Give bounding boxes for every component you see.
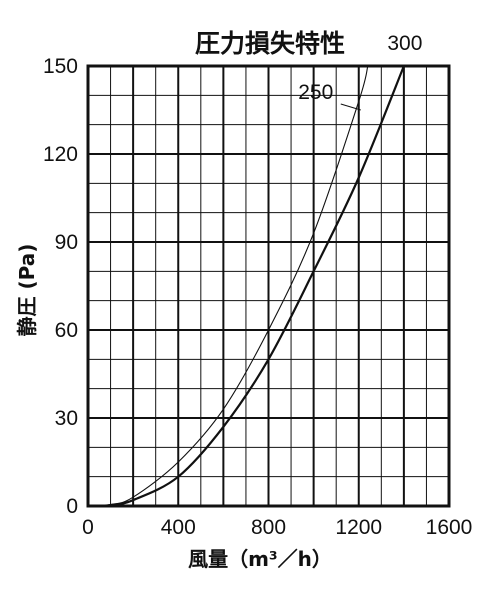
y-tick-label: 60 <box>55 319 78 342</box>
y-axis-label: 静圧 (Pa) <box>15 244 39 337</box>
x-tick-label: 1200 <box>335 516 382 539</box>
series-lines <box>86 64 405 508</box>
x-tick-label: 400 <box>161 516 196 539</box>
series-label-300: 300 <box>387 32 422 55</box>
series-label-leader <box>340 103 361 111</box>
series-labels: 250 300 <box>298 32 422 111</box>
y-tick-labels: 0 30 60 90 120 150 <box>43 55 78 518</box>
y-tick-label: 0 <box>66 495 78 518</box>
y-tick-label: 30 <box>55 407 78 430</box>
chart-title: 圧力損失特性 <box>195 29 345 58</box>
y-tick-label: 120 <box>43 143 78 166</box>
series-line-300 <box>86 64 405 508</box>
y-tick-label: 90 <box>55 231 78 254</box>
plot-frame <box>86 64 451 508</box>
grid-major-lines <box>88 66 449 506</box>
x-tick-label: 0 <box>82 516 94 539</box>
series-label-250: 250 <box>298 81 333 104</box>
x-tick-labels: 0 400 800 1200 1600 <box>82 516 472 539</box>
x-tick-label: 1600 <box>426 516 473 539</box>
y-tick-label: 150 <box>43 55 78 78</box>
x-axis-label: 風量（m³／h） <box>188 547 332 571</box>
x-tick-label: 800 <box>251 516 286 539</box>
